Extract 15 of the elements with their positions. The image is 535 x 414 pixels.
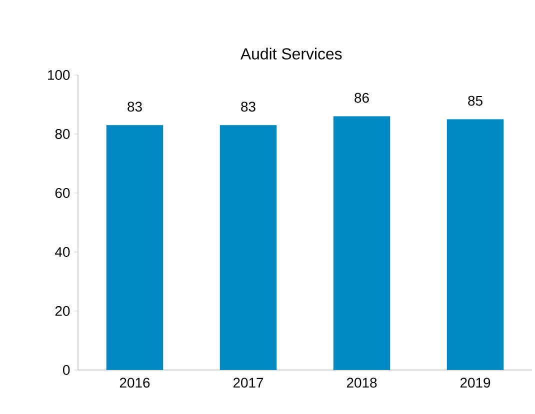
x-tick-label: 2019 xyxy=(460,378,490,388)
data-label: 83 xyxy=(241,102,256,112)
y-tick-label: 80 xyxy=(55,129,70,139)
x-tick-label: 2017 xyxy=(233,378,264,388)
x-tick-label: 2016 xyxy=(120,378,150,388)
data-label: 85 xyxy=(468,96,482,106)
chart-title: Audit Services xyxy=(240,48,342,60)
y-tick-label: 60 xyxy=(55,188,70,198)
data-label: 83 xyxy=(128,102,142,112)
y-tick-label: 20 xyxy=(55,306,70,316)
data-label: 86 xyxy=(354,92,369,103)
y-tick-label: 40 xyxy=(55,247,70,257)
x-tick-label: 2018 xyxy=(346,378,377,388)
y-tick-label: 0 xyxy=(63,365,70,375)
y-tick-label: 100 xyxy=(48,70,70,80)
